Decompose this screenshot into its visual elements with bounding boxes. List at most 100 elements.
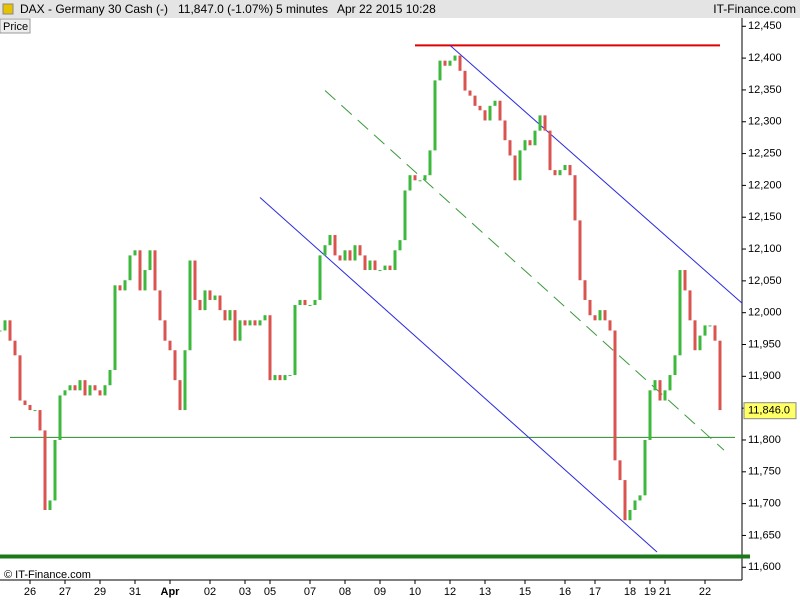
brand: IT-Finance.com xyxy=(713,2,796,16)
candle xyxy=(658,380,662,401)
candle xyxy=(623,480,627,521)
candle xyxy=(418,180,422,182)
y-tick-label: 11,650 xyxy=(748,529,781,541)
candle xyxy=(298,299,302,306)
candle xyxy=(503,120,507,141)
candle xyxy=(538,115,542,131)
candle xyxy=(8,320,12,341)
candle xyxy=(583,280,587,300)
candle xyxy=(403,190,407,241)
candle xyxy=(118,285,122,291)
candle xyxy=(528,140,532,146)
x-tick-label: 18 xyxy=(624,586,636,598)
candle xyxy=(618,460,622,481)
candle xyxy=(228,310,232,321)
candle xyxy=(23,400,27,405)
x-tick-label: 12 xyxy=(444,586,456,598)
candle xyxy=(693,320,697,351)
candle xyxy=(343,250,347,261)
candle xyxy=(643,439,647,496)
candle xyxy=(628,509,632,521)
price-tab xyxy=(0,18,31,34)
candle xyxy=(393,250,397,271)
candle xyxy=(698,335,702,351)
candle xyxy=(548,130,552,171)
candle xyxy=(543,115,547,131)
x-tick-label: 07 xyxy=(304,586,316,598)
candle xyxy=(268,315,272,381)
candle xyxy=(73,385,77,391)
candle xyxy=(313,299,317,306)
y-tick-label: 11,900 xyxy=(748,370,781,382)
trend-line xyxy=(449,44,743,304)
candle xyxy=(708,325,712,327)
candle xyxy=(78,380,82,391)
candle xyxy=(93,385,97,391)
candle xyxy=(128,255,132,281)
x-tick-label: 22 xyxy=(699,586,711,598)
candle xyxy=(143,270,147,291)
candle xyxy=(83,380,87,396)
candle xyxy=(123,280,127,291)
candle xyxy=(473,95,477,106)
candle xyxy=(603,310,607,321)
candle xyxy=(558,170,562,176)
y-tick-label: 11,600 xyxy=(748,561,781,573)
y-tick-label: 12,050 xyxy=(748,275,782,287)
x-tick-label: 21 xyxy=(659,586,671,598)
trend-line xyxy=(324,90,725,451)
candle xyxy=(243,320,247,326)
candle xyxy=(438,60,442,81)
y-tick-label: 12,200 xyxy=(748,179,782,191)
candle xyxy=(338,255,342,261)
candle xyxy=(378,270,382,272)
candle xyxy=(638,495,642,501)
candle xyxy=(248,320,252,326)
candle xyxy=(688,290,692,321)
candle xyxy=(178,380,182,411)
trend-line xyxy=(259,197,658,553)
y-tick-label: 12,450 xyxy=(748,20,782,32)
candle xyxy=(278,375,282,381)
candle xyxy=(263,315,267,321)
y-tick-label: 11,700 xyxy=(748,498,781,510)
candle xyxy=(188,260,192,351)
x-tick-label: 15 xyxy=(519,586,531,598)
candle xyxy=(103,385,107,396)
x-tick-label: 13 xyxy=(479,586,491,598)
candle xyxy=(363,255,367,271)
candle xyxy=(218,295,222,311)
candle xyxy=(413,175,417,181)
candle xyxy=(43,430,47,510)
x-tick-label: 16 xyxy=(559,586,571,598)
candle xyxy=(408,175,412,191)
candle xyxy=(713,325,717,341)
candle xyxy=(238,320,242,341)
y-tick-label: 12,400 xyxy=(748,52,782,64)
candle xyxy=(33,410,37,412)
candle xyxy=(148,250,152,271)
y-tick-label: 12,350 xyxy=(748,84,782,96)
candle xyxy=(553,170,557,176)
candle xyxy=(448,60,452,66)
x-tick-label: 05 xyxy=(264,586,276,598)
candle xyxy=(28,404,32,411)
candle xyxy=(398,240,402,251)
candle xyxy=(493,100,497,106)
candle xyxy=(273,375,277,381)
candle xyxy=(63,390,67,396)
candle xyxy=(578,220,582,281)
candle xyxy=(508,140,512,156)
x-tick-label: 26 xyxy=(24,586,36,598)
price-label: Price xyxy=(3,21,28,33)
candle xyxy=(598,310,602,321)
instrument: DAX - Germany 30 Cash (-) xyxy=(20,2,168,16)
candle xyxy=(478,105,482,111)
candle xyxy=(668,375,672,391)
candle xyxy=(58,395,62,440)
last-price-label: 11,846.0 xyxy=(748,405,790,417)
candle xyxy=(373,260,377,271)
candle xyxy=(428,150,432,176)
candle xyxy=(433,80,437,151)
